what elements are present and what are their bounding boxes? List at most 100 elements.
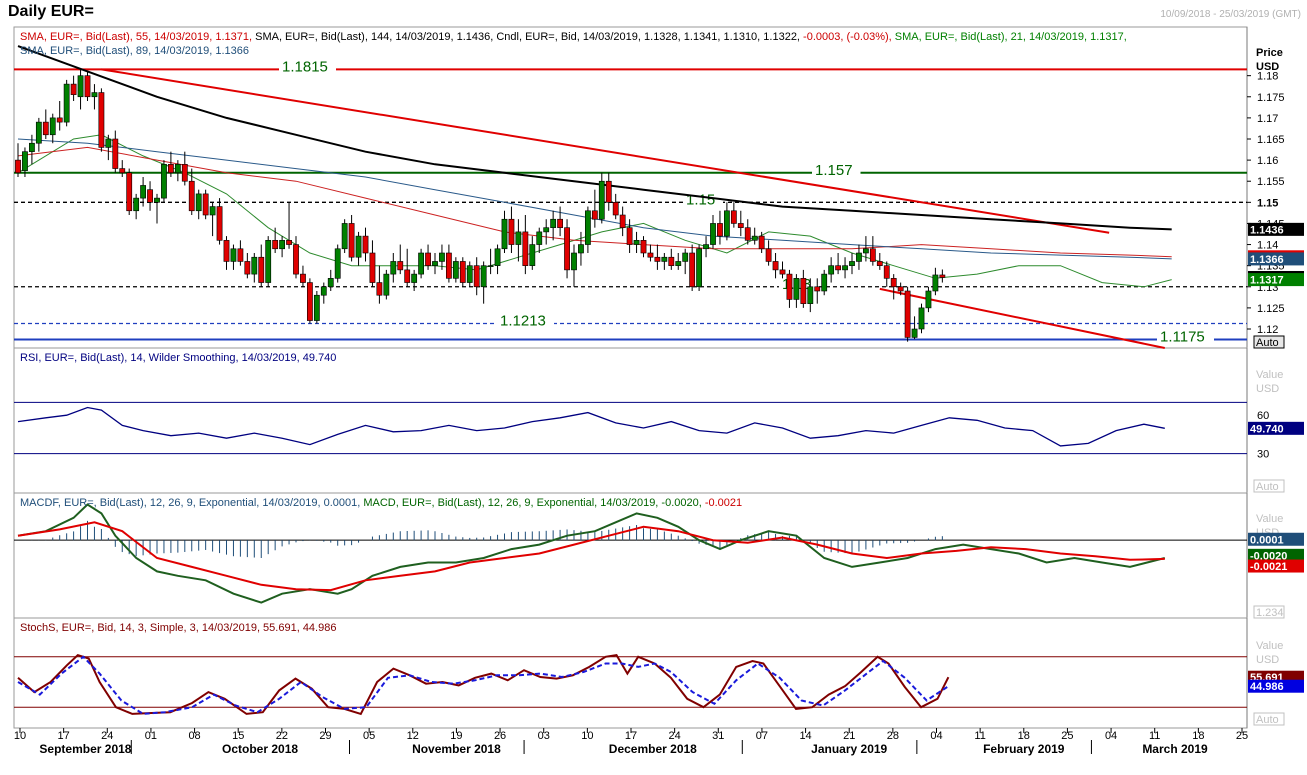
candle[interactable] xyxy=(181,151,188,186)
candle[interactable] xyxy=(154,193,160,224)
candle[interactable] xyxy=(279,236,285,258)
candle[interactable] xyxy=(105,134,112,161)
candle[interactable] xyxy=(571,244,577,287)
candle[interactable] xyxy=(918,303,925,334)
candle[interactable] xyxy=(494,244,501,275)
candle[interactable] xyxy=(730,202,737,228)
candle[interactable] xyxy=(35,117,42,152)
candle[interactable] xyxy=(869,236,876,266)
candle[interactable] xyxy=(77,69,84,110)
candle[interactable] xyxy=(856,244,862,270)
candle[interactable] xyxy=(411,269,418,291)
candle[interactable] xyxy=(814,278,821,304)
candle[interactable] xyxy=(515,219,522,262)
candle[interactable] xyxy=(126,168,133,215)
candle[interactable] xyxy=(543,219,550,245)
candle[interactable] xyxy=(223,236,230,270)
candle[interactable] xyxy=(161,160,167,203)
candle[interactable] xyxy=(209,202,216,237)
candle[interactable] xyxy=(932,267,939,296)
candle[interactable] xyxy=(265,236,272,287)
candle[interactable] xyxy=(22,147,28,177)
candle[interactable] xyxy=(56,101,63,131)
candle[interactable] xyxy=(828,257,835,283)
candle[interactable] xyxy=(98,88,105,152)
candle[interactable] xyxy=(717,210,723,245)
candle[interactable] xyxy=(272,227,279,253)
candle[interactable] xyxy=(230,244,237,270)
candle[interactable] xyxy=(897,282,904,296)
candle[interactable] xyxy=(800,269,807,308)
candle[interactable] xyxy=(216,198,223,245)
candle[interactable] xyxy=(480,261,487,304)
candle[interactable] xyxy=(300,265,306,287)
candle[interactable] xyxy=(84,71,91,101)
candle[interactable] xyxy=(348,215,355,262)
candle[interactable] xyxy=(452,257,459,283)
candle[interactable] xyxy=(925,286,932,313)
candle[interactable] xyxy=(397,244,404,275)
candle[interactable] xyxy=(320,282,327,304)
candle[interactable] xyxy=(765,240,772,266)
candle[interactable] xyxy=(140,177,146,207)
candle[interactable] xyxy=(591,189,598,228)
macd-panel[interactable] xyxy=(17,503,1166,604)
candle[interactable] xyxy=(786,269,793,308)
candle[interactable] xyxy=(473,257,480,296)
candle[interactable] xyxy=(550,210,557,241)
candle[interactable] xyxy=(313,291,320,324)
candle[interactable] xyxy=(862,236,869,262)
candle[interactable] xyxy=(661,253,668,270)
candle[interactable] xyxy=(439,244,445,270)
candle[interactable] xyxy=(258,244,265,287)
auto-scale-button-stochastic[interactable] xyxy=(1253,712,1285,726)
candle[interactable] xyxy=(383,269,390,300)
candle[interactable] xyxy=(390,253,397,283)
candle[interactable] xyxy=(633,231,640,253)
candle[interactable] xyxy=(904,286,911,342)
candle[interactable] xyxy=(578,231,584,266)
candle[interactable] xyxy=(640,236,647,258)
candle[interactable] xyxy=(710,215,716,249)
candle[interactable] xyxy=(418,248,424,279)
candle[interactable] xyxy=(362,227,369,262)
candle[interactable] xyxy=(842,257,848,279)
stochastic-panel[interactable] xyxy=(17,653,950,716)
candle[interactable] xyxy=(202,189,209,220)
candle[interactable] xyxy=(793,274,800,308)
candle[interactable] xyxy=(237,240,244,266)
candle[interactable] xyxy=(293,236,299,279)
candle[interactable] xyxy=(286,202,292,249)
auto-scale-button-price[interactable] xyxy=(1253,335,1285,349)
auto-scale-button-macd[interactable] xyxy=(1253,605,1285,619)
candle[interactable] xyxy=(306,278,313,324)
candle[interactable] xyxy=(689,244,696,291)
candle[interactable] xyxy=(536,227,543,253)
candle[interactable] xyxy=(723,202,730,241)
candle[interactable] xyxy=(63,79,70,127)
candle[interactable] xyxy=(195,189,202,220)
candle[interactable] xyxy=(654,244,661,270)
candle[interactable] xyxy=(779,261,786,279)
candle[interactable] xyxy=(355,231,362,266)
auto-scale-button-rsi[interactable] xyxy=(1253,479,1285,493)
candle[interactable] xyxy=(598,172,605,224)
candle[interactable] xyxy=(744,219,751,245)
candle[interactable] xyxy=(508,206,515,253)
candle[interactable] xyxy=(619,206,626,237)
candle[interactable] xyxy=(605,172,612,211)
candle[interactable] xyxy=(876,253,883,270)
candle[interactable] xyxy=(696,244,702,291)
candle[interactable] xyxy=(849,253,855,275)
candle[interactable] xyxy=(49,113,56,144)
candle[interactable] xyxy=(807,278,814,313)
candle[interactable] xyxy=(529,236,536,270)
candle[interactable] xyxy=(188,168,195,215)
candle[interactable] xyxy=(737,210,744,237)
candle[interactable] xyxy=(119,160,126,177)
candle[interactable] xyxy=(564,219,570,279)
candle[interactable] xyxy=(466,261,473,287)
candle[interactable] xyxy=(15,143,21,177)
candle[interactable] xyxy=(341,219,348,253)
